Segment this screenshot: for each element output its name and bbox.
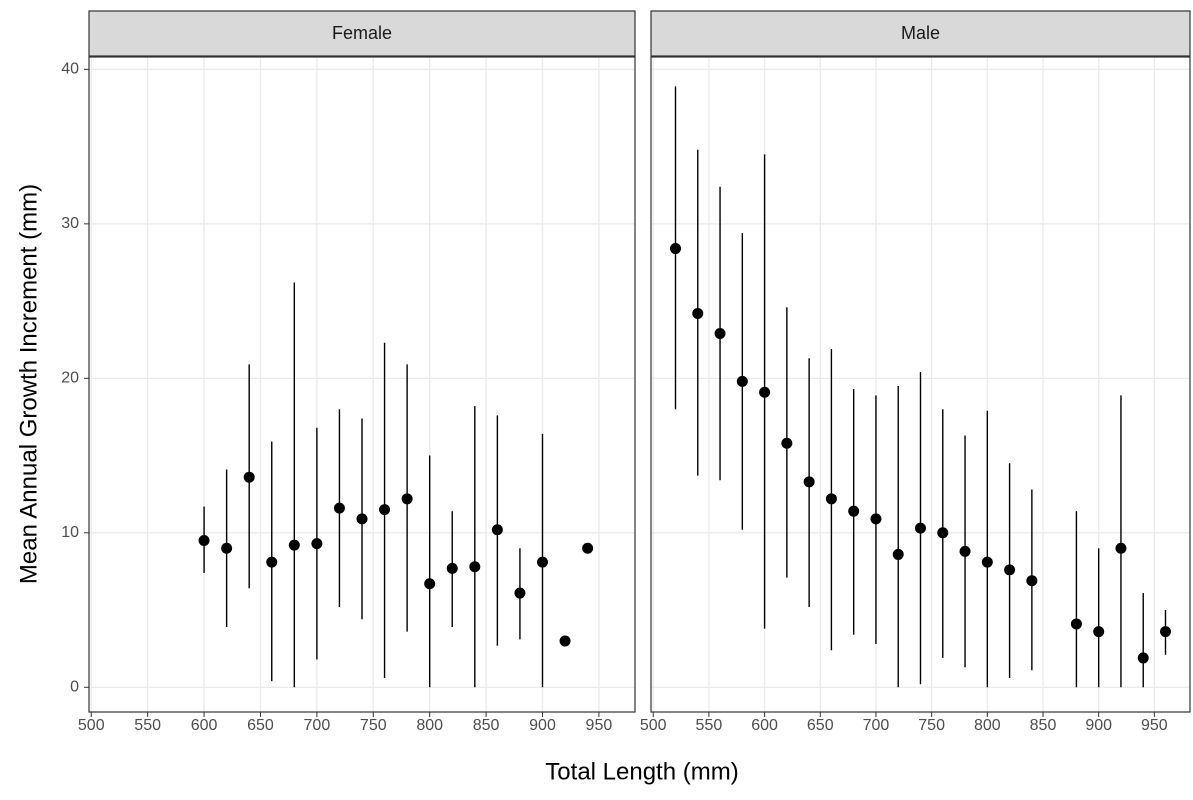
point (714, 328, 726, 340)
x-tick-label: 550 (696, 717, 723, 734)
x-tick-label: 700 (863, 717, 890, 734)
point (1160, 626, 1171, 638)
x-tick-label: 500 (640, 717, 667, 734)
x-tick-label: 950 (1141, 717, 1168, 734)
point (536, 556, 548, 568)
point (915, 522, 926, 534)
point (446, 562, 458, 574)
point (1070, 618, 1082, 630)
x-tick-label: 900 (1085, 717, 1112, 734)
x-tick-label: 850 (473, 717, 500, 734)
point (266, 556, 278, 568)
point (491, 524, 503, 536)
x-tick-label: 500 (78, 717, 105, 734)
y-tick-label: 10 (61, 524, 79, 541)
x-tick-label: 800 (416, 717, 443, 734)
point (759, 386, 771, 398)
point (356, 513, 368, 525)
x-tick-label: 600 (751, 717, 778, 734)
point (670, 243, 681, 255)
point (514, 587, 526, 599)
y-tick-label: 0 (70, 679, 79, 696)
point (848, 505, 860, 517)
point (243, 471, 255, 483)
point (379, 504, 391, 516)
point (781, 437, 793, 449)
strip (650, 10, 1191, 57)
y-tick-label: 20 (61, 370, 79, 387)
x-tick-label: 950 (586, 717, 613, 734)
point (401, 493, 413, 505)
x-tick-label: 700 (304, 717, 331, 734)
point (803, 476, 815, 488)
point (736, 375, 748, 387)
point (469, 561, 481, 573)
point (582, 542, 594, 554)
x-tick-label: 850 (1030, 717, 1057, 734)
point (1026, 575, 1038, 587)
x-axis-title: Total Length (mm) (545, 758, 738, 785)
point (311, 538, 323, 550)
x-tick-label: 650 (247, 717, 274, 734)
x-tick-label: 800 (974, 717, 1001, 734)
point (825, 493, 837, 505)
point (937, 527, 949, 539)
point (1093, 626, 1105, 638)
y-tick-label: 30 (61, 215, 79, 232)
strip (88, 10, 636, 57)
x-tick-label: 750 (918, 717, 945, 734)
x-tick-label: 650 (807, 717, 834, 734)
point (333, 502, 345, 514)
point (288, 539, 300, 551)
point (981, 556, 993, 568)
y-axis-title: Mean Annual Growth Increment (mm) (15, 184, 42, 584)
x-tick-label: 550 (134, 717, 161, 734)
point (1004, 564, 1016, 576)
facet-title: Female (332, 23, 392, 43)
y-tick-label: 40 (61, 61, 79, 78)
point (221, 542, 233, 554)
point (559, 635, 571, 647)
point (959, 545, 971, 557)
point (870, 513, 882, 525)
x-tick-label: 600 (191, 717, 218, 734)
panel-border (88, 56, 636, 713)
panel-border (650, 56, 1191, 713)
facet-title: Male (901, 23, 940, 43)
x-tick-label: 750 (360, 717, 387, 734)
point (198, 535, 210, 547)
point (892, 548, 904, 560)
point (692, 307, 704, 319)
point (424, 578, 436, 590)
x-tick-label: 900 (529, 717, 556, 734)
point (1137, 652, 1149, 664)
point (1115, 542, 1127, 554)
